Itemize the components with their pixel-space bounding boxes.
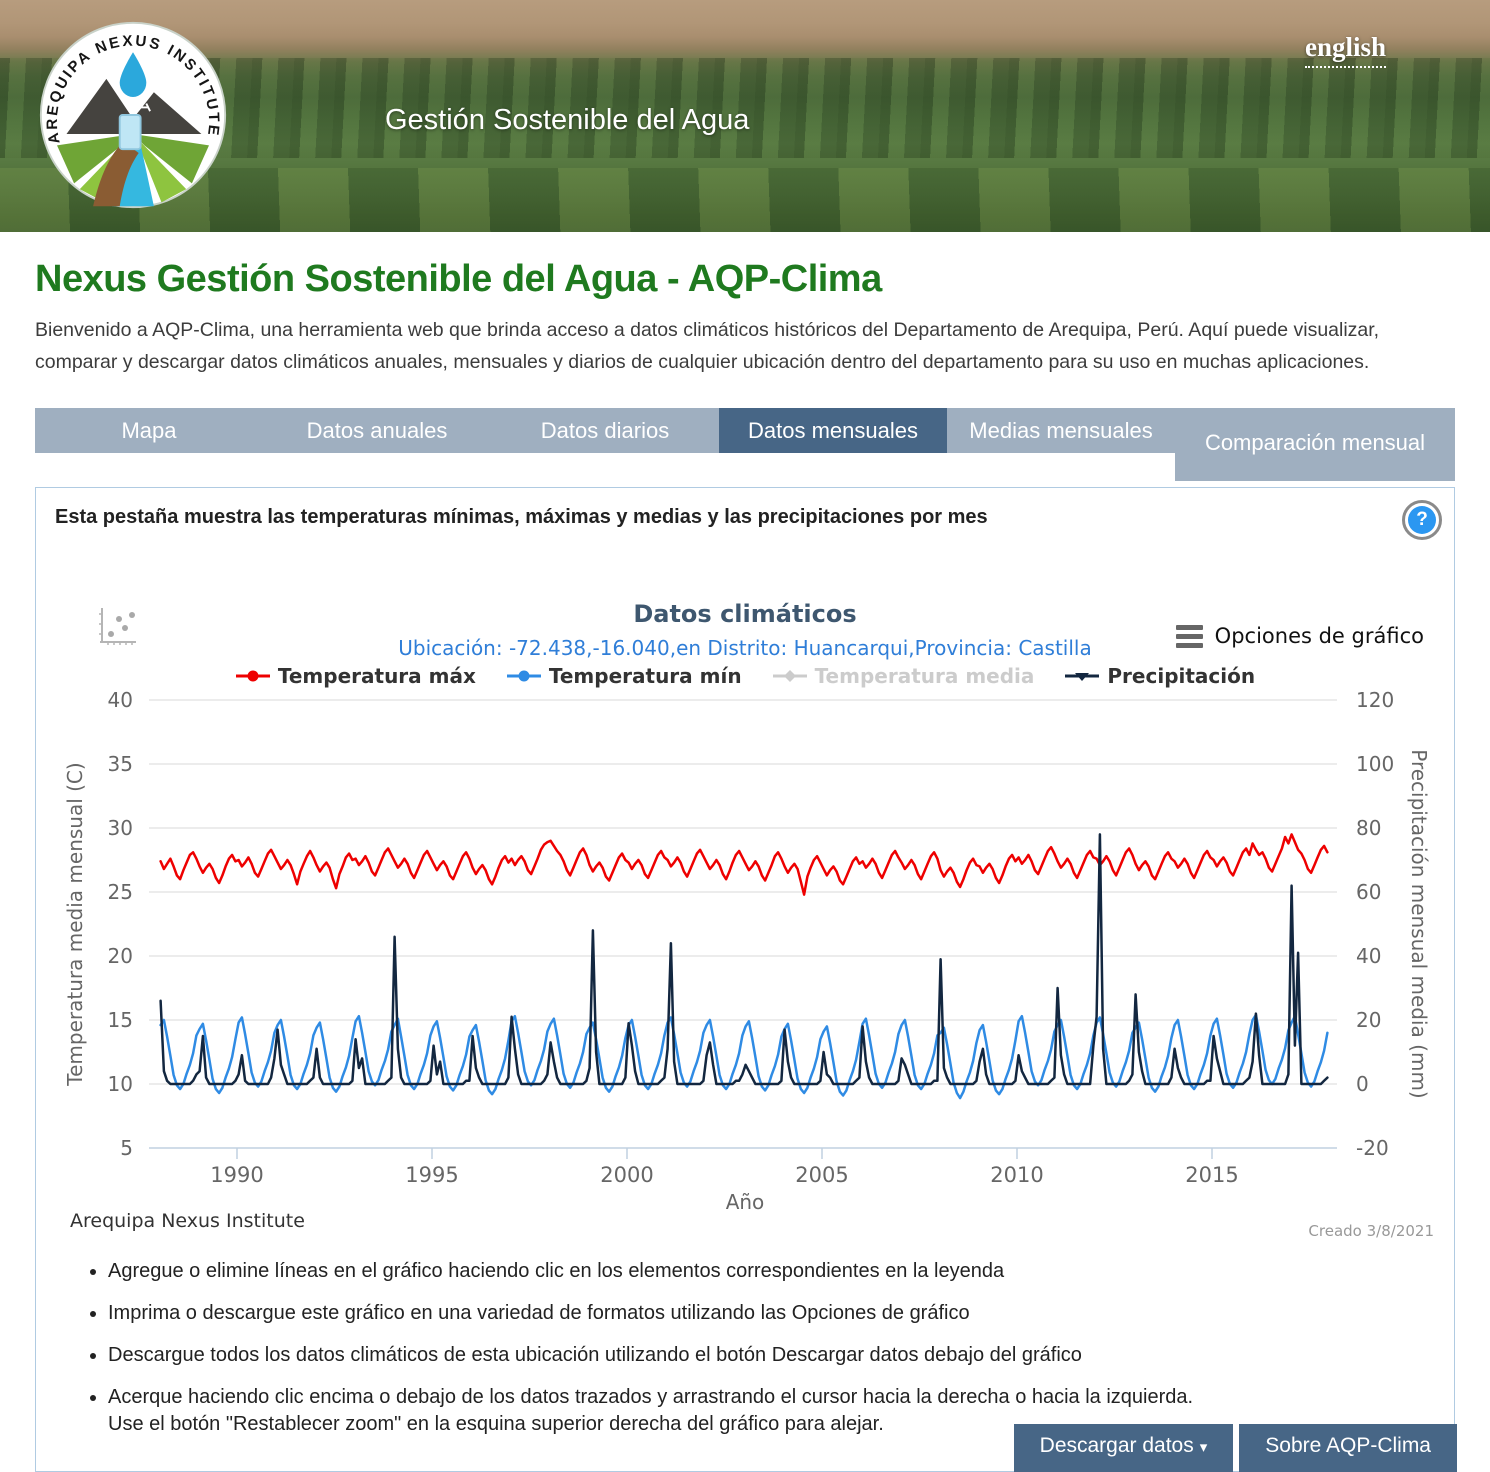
chart-options-button[interactable]: Opciones de gráfico: [1175, 624, 1424, 648]
download-data-button[interactable]: Descargar datos ▾: [1013, 1424, 1234, 1472]
precip-legend-marker: [1065, 673, 1100, 682]
svg-text:40: 40: [1356, 944, 1381, 968]
site-title: Gestión Sostenible del Agua: [385, 104, 750, 136]
about-aqp-clima-button[interactable]: Sobre AQP-Clima: [1239, 1424, 1457, 1472]
svg-text:2000: 2000: [600, 1163, 653, 1187]
svg-text:20: 20: [108, 944, 133, 968]
legend-temperatura-max[interactable]: Temperatura máx: [235, 664, 476, 688]
chart-credit: Arequipa Nexus Institute: [70, 1210, 305, 1233]
svg-text:30: 30: [108, 816, 133, 840]
language-toggle-link[interactable]: english: [1304, 32, 1386, 68]
bottom-action-bar: Descargar datos ▾ Sobre AQP-Clima: [1013, 1424, 1457, 1472]
svg-text:Temperatura media mensual (C): Temperatura media mensual (C): [63, 762, 87, 1086]
tmax-legend-marker: [235, 670, 270, 682]
svg-text:120: 120: [1356, 688, 1394, 712]
legend-temperatura-media[interactable]: Temperatura media: [772, 664, 1034, 688]
logo-water-drop: [119, 52, 147, 97]
tab-description: Esta pestaña muestra las temperaturas mí…: [55, 506, 988, 529]
instructions-list: Agregue o elimine líneas en el gráfico h…: [80, 1258, 1414, 1438]
svg-text:35: 35: [108, 752, 133, 776]
chart-legend: Temperatura máx Temperatura mín Temperat…: [36, 664, 1454, 688]
tab-datos-diarios[interactable]: Datos diarios: [491, 408, 719, 454]
tab-datos-mensuales[interactable]: Datos mensuales: [719, 408, 947, 454]
svg-text:2005: 2005: [795, 1163, 848, 1187]
instruction-item: Imprima o descargue este gráfico en una …: [108, 1300, 1414, 1327]
svg-text:60: 60: [1356, 880, 1381, 904]
chart-subtitle: Ubicación: -72.438,-16.040,en Distrito: …: [398, 636, 1092, 661]
tab-datos-anuales[interactable]: Datos anuales: [263, 408, 491, 454]
legend-precipitacion[interactable]: Precipitación: [1064, 664, 1255, 688]
page-title: Nexus Gestión Sostenible del Agua - AQP-…: [35, 258, 882, 300]
climate-chart: Datos climáticos Ubicación: -72.438,-16.…: [36, 582, 1454, 1244]
logo-mountains: [66, 78, 202, 134]
svg-text:15: 15: [108, 1008, 133, 1032]
legend-temperatura-min[interactable]: Temperatura mín: [506, 664, 742, 688]
scatter-chart-icon: [94, 604, 140, 654]
instruction-item: Agregue o elimine líneas en el gráfico h…: [108, 1258, 1414, 1285]
svg-text:-20: -20: [1356, 1136, 1389, 1160]
svg-text:5: 5: [120, 1136, 133, 1160]
arequipa-nexus-logo: AREQUIPA NEXUS INSTITUTE: [38, 20, 228, 215]
svg-text:10: 10: [108, 1072, 133, 1096]
svg-text:2010: 2010: [990, 1163, 1043, 1187]
svg-text:80: 80: [1356, 816, 1381, 840]
intro-paragraph: Bienvenido a AQP-Clima, una herramienta …: [35, 319, 1380, 373]
logo-hand: [93, 141, 139, 207]
tab-comparacion-mensual[interactable]: Comparación mensual: [1175, 408, 1455, 482]
tab-content-panel: Esta pestaña muestra las temperaturas mí…: [35, 487, 1455, 1472]
svg-text:0: 0: [1356, 1072, 1369, 1096]
instruction-item: Descargue todos los datos climáticos de …: [108, 1342, 1414, 1369]
tab-mapa[interactable]: Mapa: [35, 408, 263, 454]
svg-text:40: 40: [108, 688, 133, 712]
logo-drone: [134, 103, 151, 112]
tmedia-legend-marker: [772, 670, 807, 683]
chart-title: Datos climáticos: [633, 600, 857, 629]
instruction-item: Acerque haciendo clic encima o debajo de…: [108, 1384, 1414, 1438]
help-icon[interactable]: ?: [1402, 500, 1442, 541]
tab-medias-mensuales[interactable]: Medias mensuales: [947, 408, 1175, 454]
x-axis-title: Año: [725, 1190, 765, 1215]
chart-created-date: Creado 3/8/2021: [1308, 1222, 1434, 1241]
svg-text:1995: 1995: [405, 1163, 458, 1187]
tmin-legend-marker: [506, 670, 541, 682]
svg-text:25: 25: [108, 880, 133, 904]
svg-text:20: 20: [1356, 1008, 1381, 1032]
svg-text:Precipitación mensual media (m: Precipitación mensual media (mm): [1407, 749, 1431, 1098]
header-banner: AREQUIPA NEXUS INSTITUTE Gestión Sosteni…: [0, 0, 1490, 232]
svg-text:100: 100: [1356, 752, 1394, 776]
caret-down-icon: ▾: [1199, 1439, 1208, 1456]
svg-text:1990: 1990: [210, 1163, 263, 1187]
logo-glass: [118, 114, 142, 151]
hamburger-menu-icon: [1175, 624, 1203, 648]
tab-bar: Mapa Datos anuales Datos diarios Datos m…: [35, 408, 1455, 482]
svg-text:2015: 2015: [1185, 1163, 1238, 1187]
